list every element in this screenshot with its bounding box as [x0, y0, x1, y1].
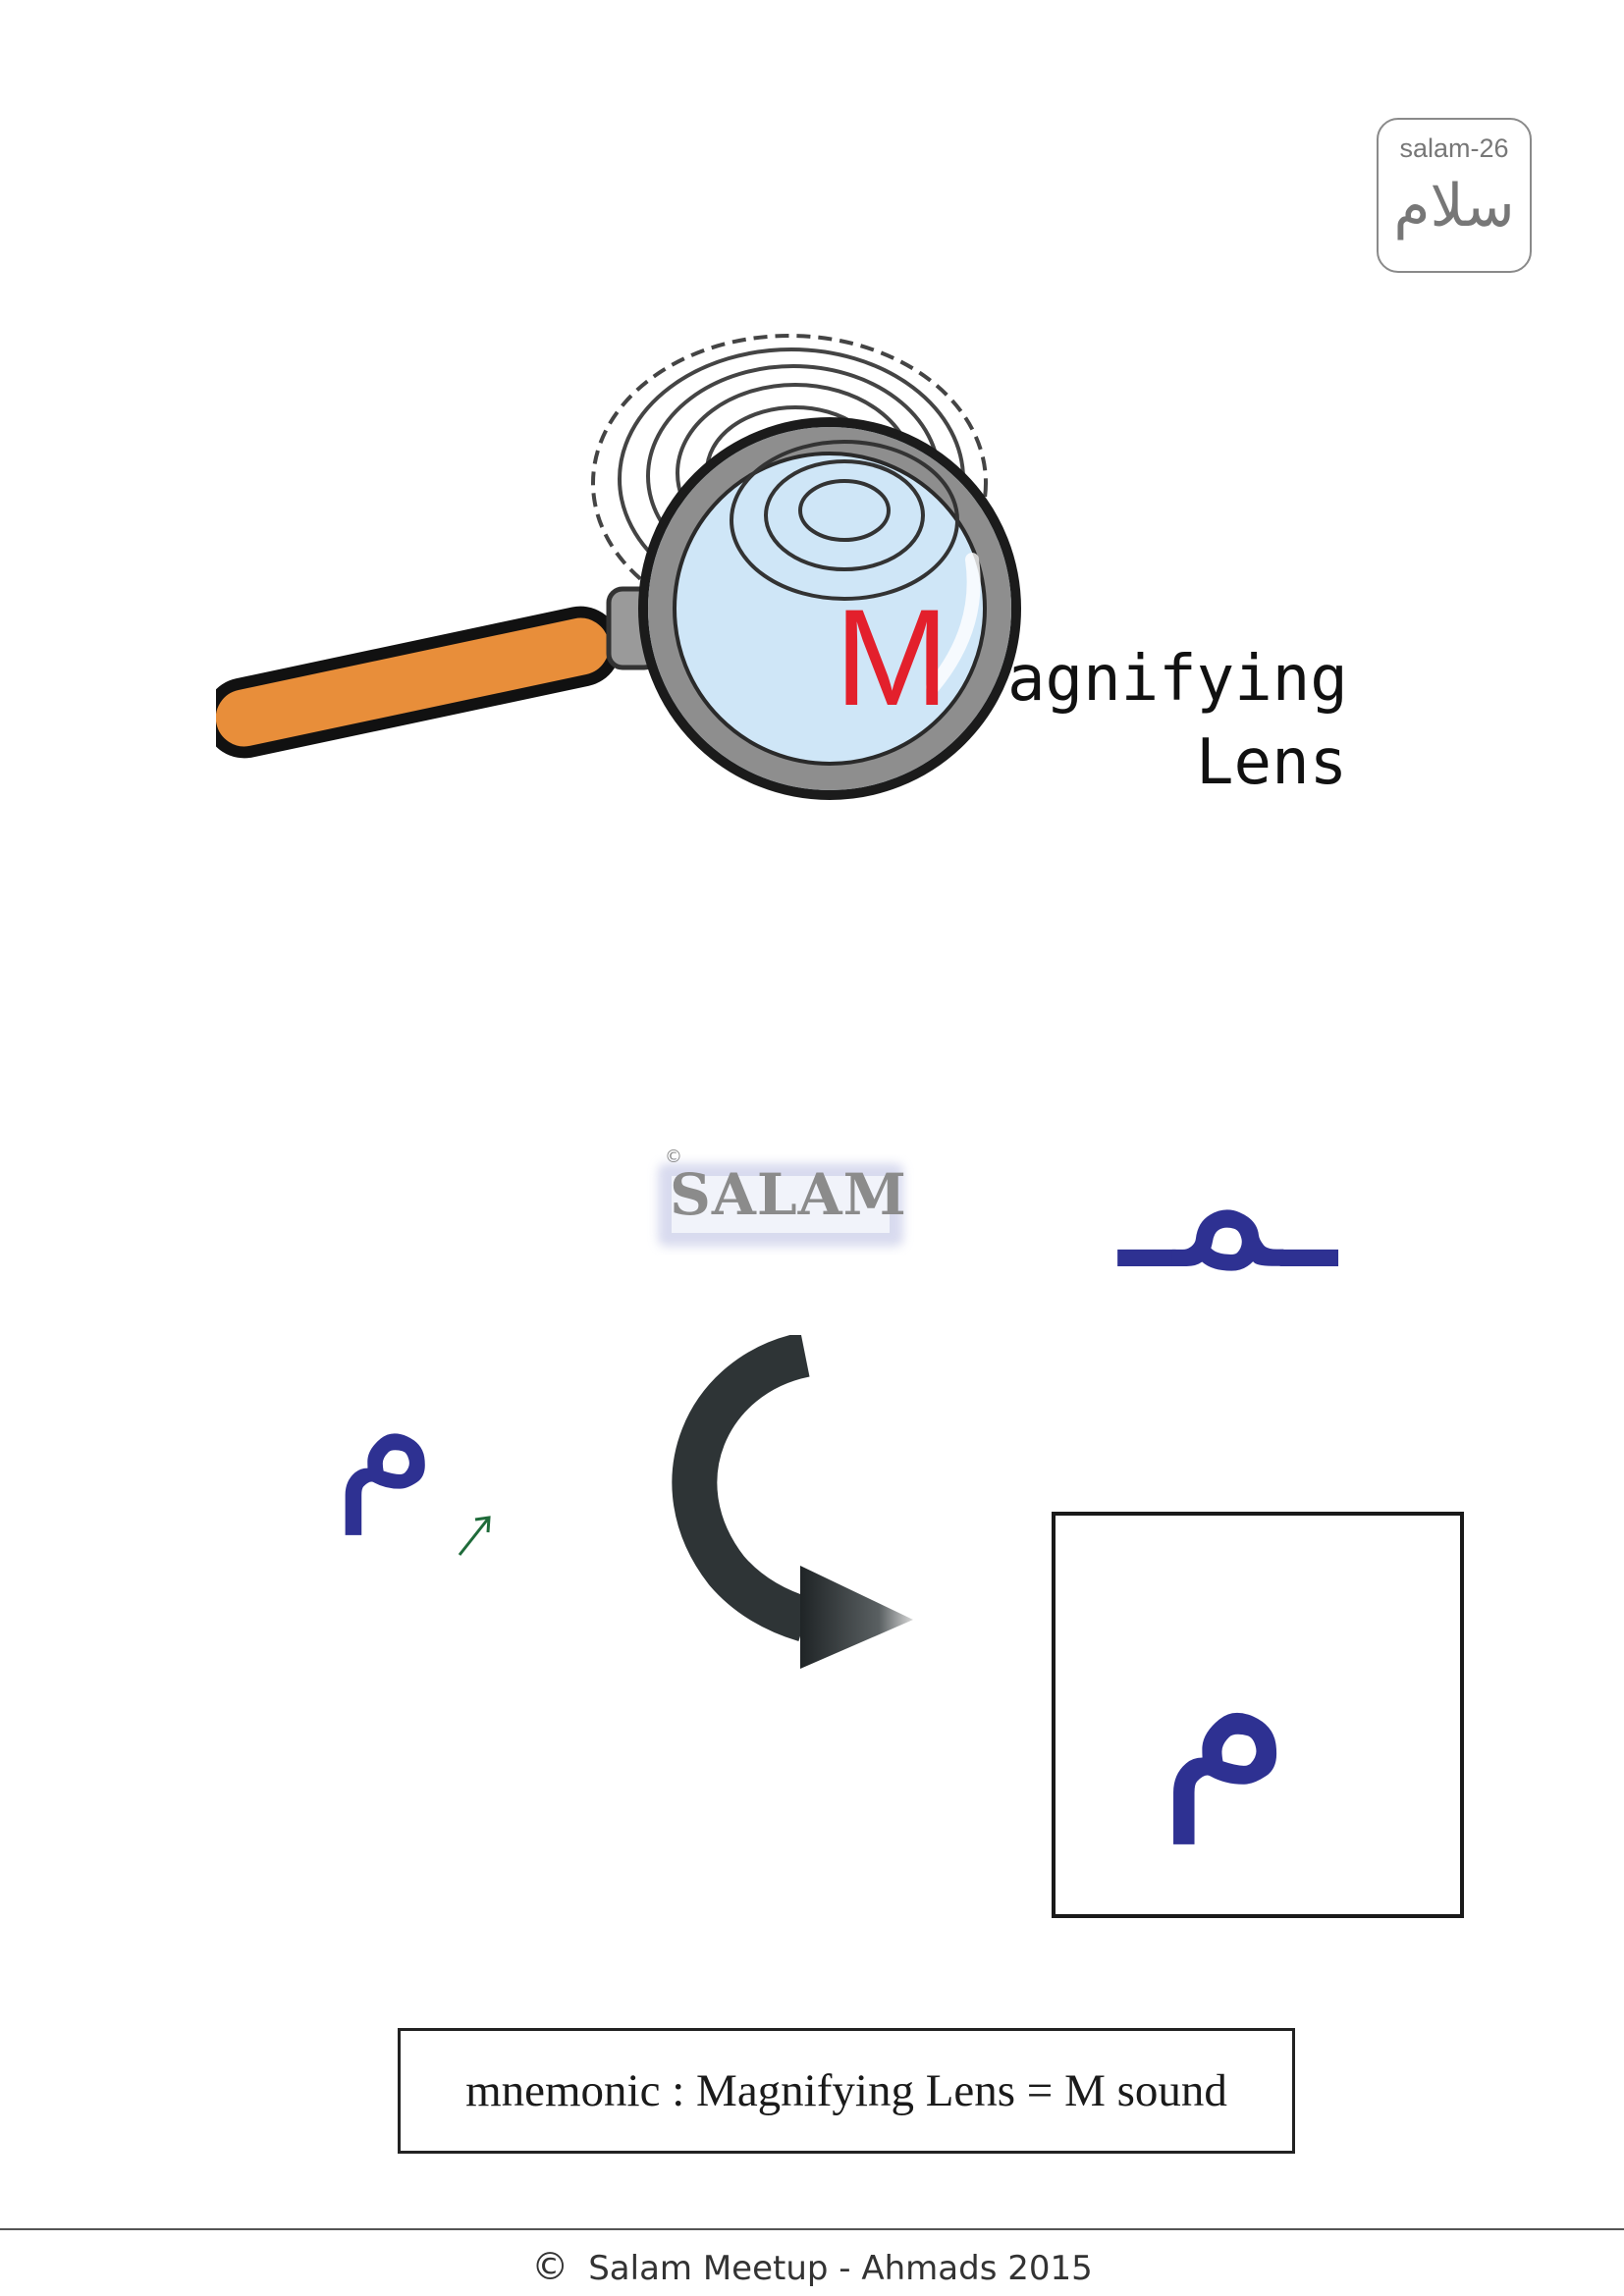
letter-isolated-form: م — [1159, 1592, 1293, 1843]
copyright-icon: © — [531, 2245, 569, 2288]
letter-final-form: م — [334, 1341, 438, 1535]
footer-text: Salam Meetup - Ahmads 2015 — [588, 2249, 1093, 2288]
watermark-scroll-icon — [658, 1163, 903, 1247]
mnemonic-text: mnemonic : Magnifying Lens = M sound — [465, 2065, 1227, 2116]
badge-id: salam-26 — [1399, 133, 1509, 163]
mnemonic-box: mnemonic : Magnifying Lens = M sound — [398, 2028, 1295, 2154]
title-word-2: Lens — [1196, 726, 1348, 799]
small-arrow-icon — [458, 1516, 491, 1556]
magnifying-glass-icon — [216, 334, 1021, 800]
title-initial: M — [835, 580, 949, 734]
curved-arrow-icon — [672, 1335, 913, 1669]
badge-arabic: سلام — [1393, 172, 1515, 240]
letter-medial-form: ـمـ — [1119, 1094, 1337, 1310]
watermark-copyright: © — [665, 1147, 682, 1167]
isolated-letter-box — [1052, 1512, 1464, 1918]
salam-badge: salam-26 سلام — [1377, 118, 1532, 273]
footer-divider — [0, 2228, 1624, 2230]
watermark-text: SALAM — [670, 1161, 907, 1228]
title-word: agnifying — [1007, 643, 1348, 716]
footer: © Salam Meetup - Ahmads 2015 — [0, 2245, 1624, 2288]
